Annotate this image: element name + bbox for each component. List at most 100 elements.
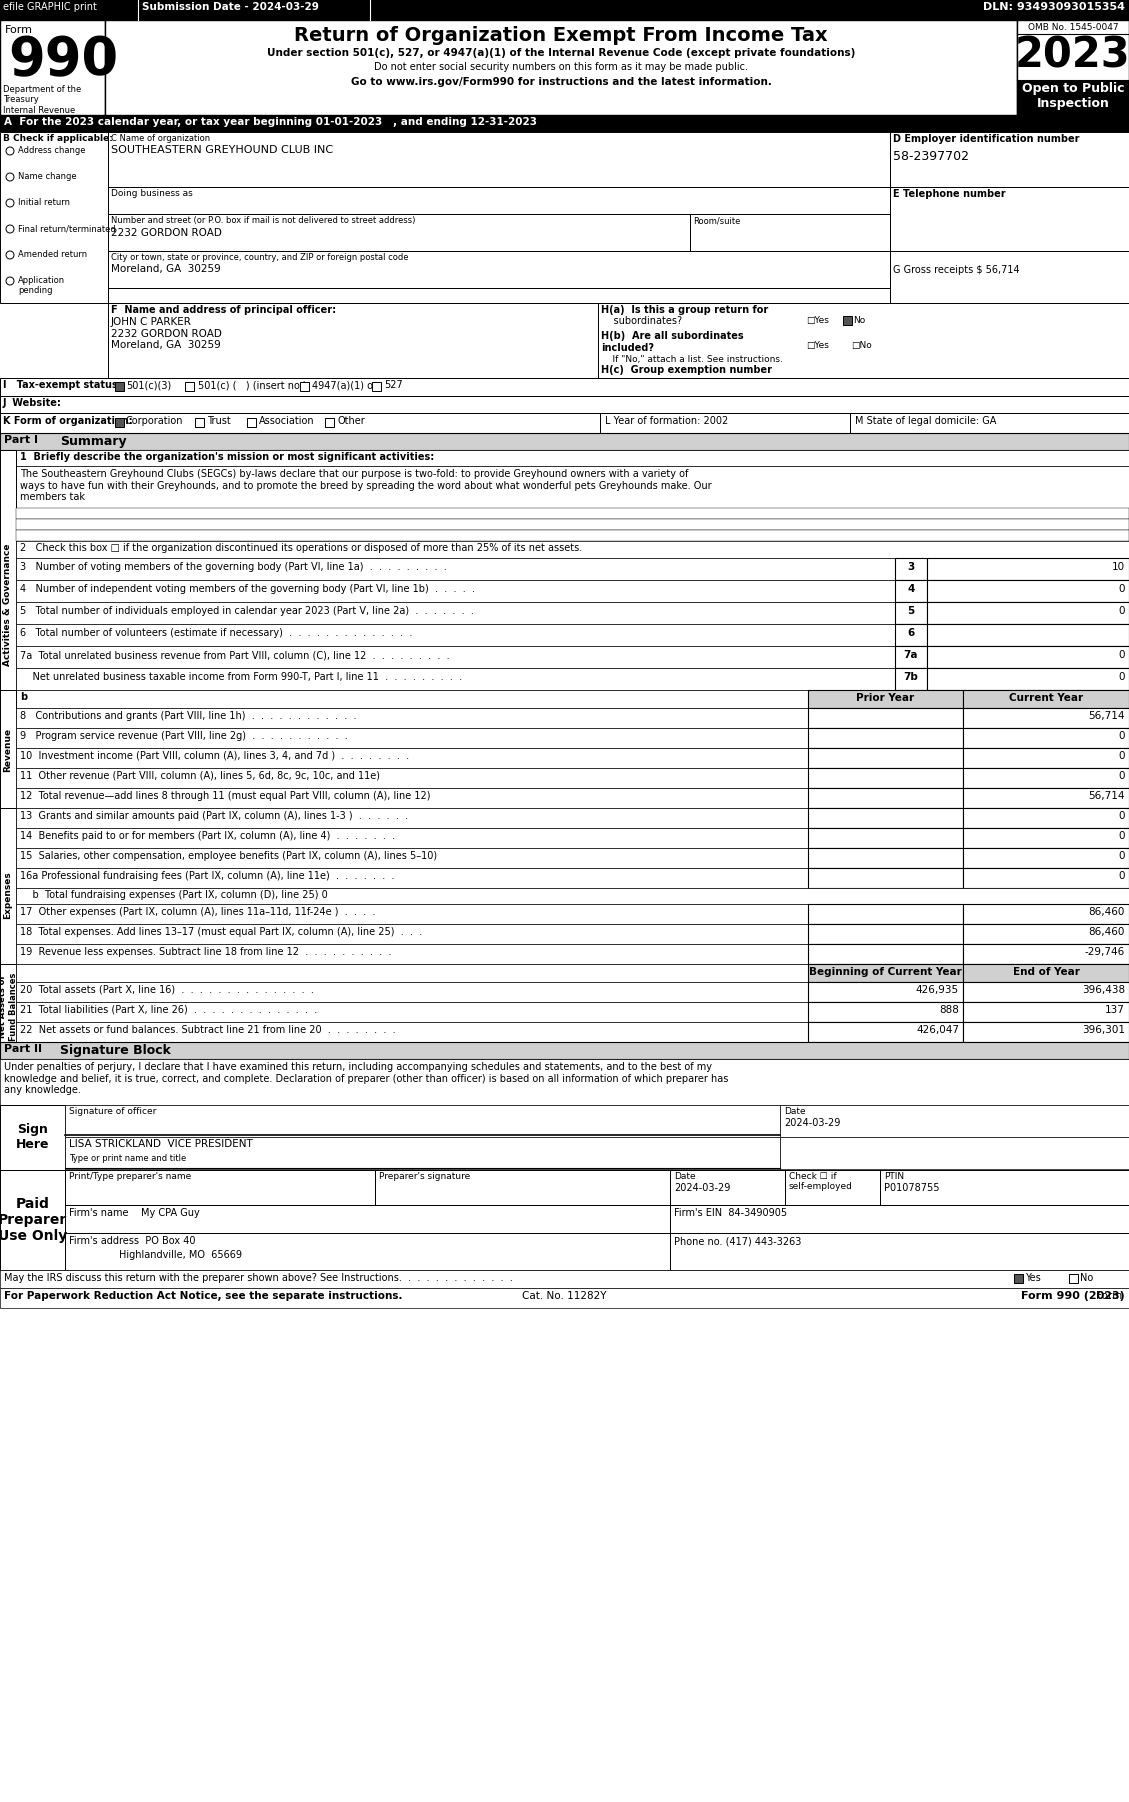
- Bar: [16, 849, 808, 869]
- Bar: [16, 645, 895, 669]
- Text: subordinates?: subordinates?: [601, 315, 682, 326]
- Bar: [780, 1137, 1129, 1169]
- Bar: [963, 807, 1129, 827]
- Bar: [1069, 1274, 1078, 1283]
- Bar: [890, 187, 1129, 250]
- Text: LISA STRICKLAND  VICE PRESIDENT: LISA STRICKLAND VICE PRESIDENT: [69, 1139, 253, 1150]
- Bar: [808, 827, 963, 849]
- Text: Net Assets or
Fund Balances: Net Assets or Fund Balances: [0, 973, 18, 1042]
- Bar: [963, 944, 1129, 964]
- Bar: [927, 580, 1129, 602]
- Text: 501(c) (   ) (insert no.): 501(c) ( ) (insert no.): [198, 380, 306, 389]
- Text: 10: 10: [1112, 562, 1124, 571]
- Bar: [195, 418, 204, 427]
- Text: 7a  Total unrelated business revenue from Part VIII, column (C), line 12  .  .  : 7a Total unrelated business revenue from…: [20, 651, 449, 660]
- Text: Moreland, GA  30259: Moreland, GA 30259: [111, 265, 221, 274]
- Text: □Yes: □Yes: [806, 341, 829, 350]
- Bar: [963, 869, 1129, 888]
- Text: Activities & Governance: Activities & Governance: [3, 544, 12, 667]
- Text: Corporation: Corporation: [126, 416, 184, 425]
- Text: 0: 0: [1119, 584, 1124, 595]
- Bar: [927, 623, 1129, 645]
- Text: 2232 GORDON ROAD: 2232 GORDON ROAD: [111, 229, 222, 238]
- Text: Signature of officer: Signature of officer: [69, 1106, 157, 1115]
- Text: 56,714: 56,714: [1088, 791, 1124, 802]
- Bar: [16, 982, 808, 1002]
- Text: No: No: [854, 315, 865, 324]
- Text: 0: 0: [1119, 870, 1124, 881]
- Bar: [808, 849, 963, 869]
- Bar: [963, 1022, 1129, 1042]
- Text: Type or print name and title: Type or print name and title: [69, 1153, 186, 1162]
- Bar: [0, 396, 1129, 413]
- Bar: [0, 1042, 1129, 1060]
- Text: 396,301: 396,301: [1082, 1025, 1124, 1034]
- Text: DLN: 93493093015354: DLN: 93493093015354: [983, 2, 1124, 13]
- Bar: [895, 669, 927, 690]
- Text: 0: 0: [1119, 811, 1124, 822]
- Text: M State of legal domicile: GA: M State of legal domicile: GA: [855, 416, 997, 425]
- Text: 0: 0: [1119, 732, 1124, 741]
- Text: 56,714: 56,714: [1088, 712, 1124, 721]
- Bar: [325, 418, 334, 427]
- Text: 990: 990: [8, 34, 119, 86]
- Text: 5   Total number of individuals employed in calendar year 2023 (Part V, line 2a): 5 Total number of individuals employed i…: [20, 605, 474, 616]
- Text: Net unrelated business taxable income from Form 990-T, Part I, line 11  .  .  . : Net unrelated business taxable income fr…: [20, 672, 462, 681]
- Bar: [927, 559, 1129, 580]
- Bar: [300, 382, 309, 391]
- Text: 13  Grants and similar amounts paid (Part IX, column (A), lines 1-3 )  .  .  .  : 13 Grants and similar amounts paid (Part…: [20, 811, 408, 822]
- Text: Firm's address  PO Box 40: Firm's address PO Box 40: [69, 1236, 195, 1245]
- Bar: [0, 20, 105, 115]
- Bar: [16, 708, 808, 728]
- Bar: [808, 690, 963, 708]
- Text: 0: 0: [1119, 672, 1124, 681]
- Bar: [16, 748, 808, 768]
- Text: -29,746: -29,746: [1085, 948, 1124, 957]
- Bar: [808, 869, 963, 888]
- Bar: [65, 1206, 669, 1233]
- Bar: [808, 768, 963, 787]
- Text: B Check if applicable:: B Check if applicable:: [3, 133, 113, 142]
- Text: Do not enter social security numbers on this form as it may be made public.: Do not enter social security numbers on …: [374, 61, 749, 72]
- Bar: [65, 1169, 375, 1206]
- Text: 6   Total number of volunteers (estimate if necessary)  .  .  .  .  .  .  .  .  : 6 Total number of volunteers (estimate i…: [20, 629, 412, 638]
- Bar: [895, 602, 927, 623]
- Text: Firm's EIN  84-3490905: Firm's EIN 84-3490905: [674, 1207, 787, 1218]
- Text: Association: Association: [259, 416, 315, 425]
- Text: 2023: 2023: [1015, 34, 1129, 77]
- Bar: [808, 1022, 963, 1042]
- Text: 10  Investment income (Part VIII, column (A), lines 3, 4, and 7d )  .  .  .  .  : 10 Investment income (Part VIII, column …: [20, 751, 409, 760]
- Text: 86,460: 86,460: [1088, 906, 1124, 917]
- Bar: [16, 530, 1129, 541]
- Bar: [895, 645, 927, 669]
- Text: Amended return: Amended return: [18, 250, 87, 259]
- Text: 7a: 7a: [903, 651, 918, 660]
- Bar: [669, 1169, 785, 1206]
- Text: Form: Form: [1095, 1290, 1124, 1301]
- Text: H(a)  Is this a group return for: H(a) Is this a group return for: [601, 305, 768, 315]
- Text: Part I: Part I: [5, 434, 38, 445]
- Text: H(c)  Group exemption number: H(c) Group exemption number: [601, 366, 772, 375]
- Bar: [963, 827, 1129, 849]
- Bar: [16, 467, 1129, 508]
- Bar: [669, 1206, 1129, 1233]
- Text: JOHN C PARKER
2232 GORDON ROAD
Moreland, GA  30259: JOHN C PARKER 2232 GORDON ROAD Moreland,…: [111, 317, 222, 350]
- Text: 15  Salaries, other compensation, employee benefits (Part IX, column (A), lines : 15 Salaries, other compensation, employe…: [20, 851, 437, 861]
- Bar: [16, 1022, 808, 1042]
- Bar: [0, 1060, 1129, 1105]
- Text: Trust: Trust: [207, 416, 230, 425]
- Bar: [185, 382, 194, 391]
- Text: 0: 0: [1119, 831, 1124, 842]
- Text: End of Year: End of Year: [1013, 968, 1079, 977]
- Text: Final return/terminated: Final return/terminated: [18, 223, 116, 232]
- Text: 426,935: 426,935: [916, 986, 959, 995]
- Bar: [808, 708, 963, 728]
- Text: Return of Organization Exempt From Income Tax: Return of Organization Exempt From Incom…: [295, 25, 828, 45]
- Bar: [108, 250, 890, 288]
- Text: 17  Other expenses (Part IX, column (A), lines 11a–11d, 11f-24e )  .  .  .  .: 17 Other expenses (Part IX, column (A), …: [20, 906, 376, 917]
- Text: Under section 501(c), 527, or 4947(a)(1) of the Internal Revenue Code (except pr: Under section 501(c), 527, or 4947(a)(1)…: [266, 49, 855, 58]
- Text: Address change: Address change: [18, 146, 86, 155]
- Bar: [108, 288, 890, 303]
- Bar: [0, 432, 1129, 450]
- Text: 7b: 7b: [903, 672, 918, 681]
